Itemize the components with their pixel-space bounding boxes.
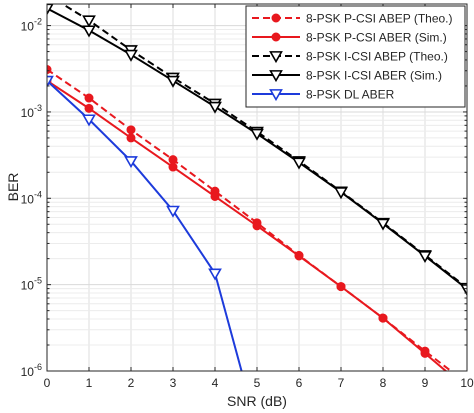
x-axis-label: SNR (dB) bbox=[227, 393, 287, 409]
data-point bbox=[376, 218, 390, 231]
data-point bbox=[84, 103, 94, 113]
x-tick-label: 2 bbox=[128, 376, 135, 390]
data-point bbox=[126, 133, 136, 143]
legend-entry: 8-PSK P-CSI ABEP (Theo.) bbox=[252, 12, 453, 26]
data-point bbox=[418, 251, 432, 264]
series-line bbox=[47, 79, 243, 371]
data-point bbox=[460, 284, 467, 297]
legend-label: 8-PSK P-CSI ABEP (Theo.) bbox=[306, 12, 453, 26]
data-point bbox=[47, 65, 52, 75]
legend-swatch-marker bbox=[269, 51, 283, 64]
x-tick-label: 7 bbox=[338, 376, 345, 390]
legend-entry: 8-PSK P-CSI ABER (Sim.) bbox=[252, 31, 447, 45]
x-tick-label: 10 bbox=[460, 376, 474, 390]
y-tick-label: 10-5 bbox=[21, 276, 42, 293]
data-point bbox=[210, 191, 220, 201]
x-tick-label: 5 bbox=[254, 376, 261, 390]
legend-box bbox=[245, 5, 466, 108]
y-tick-base: 10 bbox=[21, 279, 35, 293]
data-point bbox=[420, 348, 430, 358]
legend-entry: 8-PSK I-CSI ABER (Sim.) bbox=[252, 69, 442, 83]
data-point bbox=[252, 221, 262, 231]
legend-swatch-marker bbox=[271, 13, 281, 23]
y-tick-labels: 10-210-310-410-510-6 bbox=[21, 17, 42, 379]
data-point bbox=[250, 128, 264, 141]
y-tick-exponent: -4 bbox=[34, 189, 42, 199]
y-tick-exponent: -2 bbox=[34, 17, 42, 27]
y-tick-exponent: -5 bbox=[34, 276, 42, 286]
y-tick-base: 10 bbox=[21, 106, 35, 120]
data-point bbox=[126, 125, 136, 135]
legend-entry: 8-PSK I-CSI ABEP (Theo.) bbox=[252, 50, 448, 64]
data-point bbox=[84, 93, 94, 103]
legend-label: 8-PSK I-CSI ABER (Sim.) bbox=[306, 69, 442, 83]
x-tick-label: 9 bbox=[422, 376, 429, 390]
data-point bbox=[82, 114, 96, 127]
series-2 bbox=[47, 76, 448, 371]
x-tick-labels: 0 1 2 3 4 5 6 7 8 9 10 bbox=[44, 376, 474, 390]
data-point bbox=[208, 268, 222, 281]
y-tick-base: 10 bbox=[21, 365, 35, 379]
series-4 bbox=[47, 4, 467, 297]
data-point bbox=[82, 25, 96, 38]
legend-label: 8-PSK P-CSI ABER (Sim.) bbox=[306, 31, 447, 45]
y-tick-label: 10-3 bbox=[21, 103, 42, 120]
x-tick-label: 6 bbox=[296, 376, 303, 390]
y-tick-exponent: -3 bbox=[34, 103, 42, 113]
legend-swatch-marker bbox=[269, 89, 283, 102]
legend-swatch-marker bbox=[269, 70, 283, 83]
data-point bbox=[292, 157, 306, 170]
legend-label: 8-PSK I-CSI ABEP (Theo.) bbox=[306, 50, 448, 64]
data-point bbox=[334, 187, 348, 200]
legend-label: 8-PSK DL ABER bbox=[306, 88, 395, 102]
y-tick-exponent: -6 bbox=[34, 362, 42, 372]
y-tick-base: 10 bbox=[21, 192, 35, 206]
x-tick-label: 3 bbox=[170, 376, 177, 390]
data-point bbox=[124, 49, 138, 62]
series-layer bbox=[47, 4, 467, 371]
data-point bbox=[168, 155, 178, 165]
data-point bbox=[378, 313, 388, 323]
data-point bbox=[166, 75, 180, 88]
data-point bbox=[208, 101, 222, 114]
x-tick-label: 1 bbox=[86, 376, 93, 390]
data-point bbox=[294, 251, 304, 261]
data-point bbox=[166, 205, 180, 218]
y-tick-label: 10-4 bbox=[21, 189, 42, 206]
legend-entry: 8-PSK DL ABER bbox=[252, 88, 395, 102]
legend-swatch-marker bbox=[271, 32, 281, 42]
y-tick-label: 10-2 bbox=[21, 17, 42, 34]
data-point bbox=[47, 4, 54, 16]
legend: 8-PSK P-CSI ABEP (Theo.) 8-PSK P-CSI ABER… bbox=[245, 5, 466, 108]
data-point bbox=[47, 75, 54, 88]
y-tick-base: 10 bbox=[21, 20, 35, 34]
data-point bbox=[336, 282, 346, 292]
x-tick-label: 4 bbox=[212, 376, 219, 390]
x-tick-label: 8 bbox=[380, 376, 387, 390]
y-axis-label: BER bbox=[5, 173, 21, 202]
data-point bbox=[168, 162, 178, 172]
y-tick-label: 10-6 bbox=[21, 362, 42, 379]
data-point bbox=[124, 156, 138, 169]
x-tick-label: 0 bbox=[44, 376, 51, 390]
series-5 bbox=[47, 75, 243, 371]
data-point bbox=[82, 15, 96, 28]
